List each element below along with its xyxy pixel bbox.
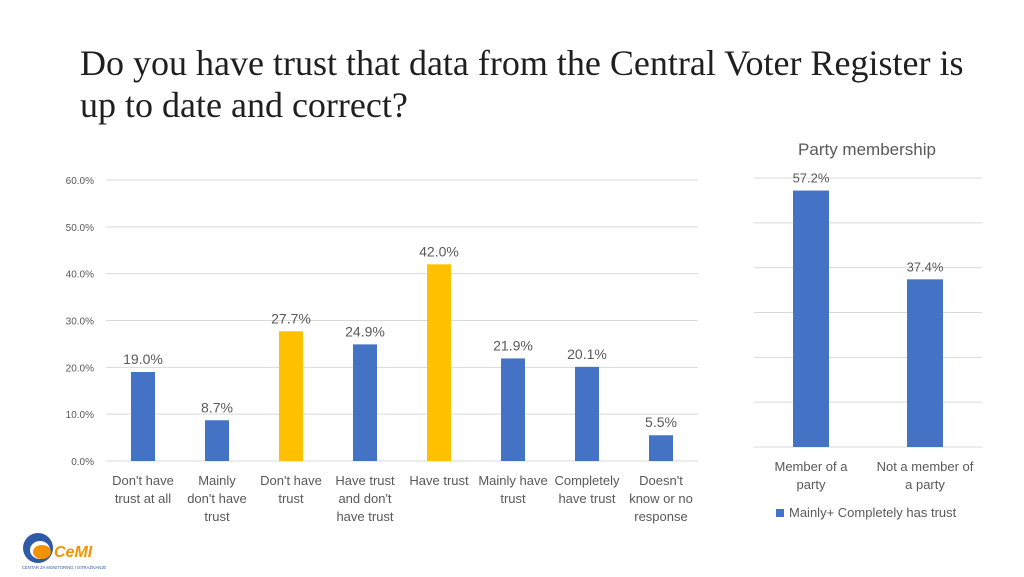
party-membership-chart: Party membership 57.2% Member of a party 37… [754, 140, 982, 520]
y-tick-label: 60.0% [66, 176, 94, 187]
bar [427, 264, 451, 461]
x-tick-label: have trust [336, 509, 393, 524]
data-label: 8.7% [201, 399, 233, 415]
cemi-logo: CeMI CENTAR ZA MONITORING I ISTRAŽIVANJE [20, 528, 130, 572]
y-tick-label: 30.0% [66, 317, 94, 328]
x-tick-label: Not a member of [877, 459, 974, 474]
x-tick-label: have trust [558, 491, 615, 506]
data-label: 57.2% [793, 171, 830, 186]
trust-bar-chart: 0.0% 10.0% 20.0% 30.0% 40.0% 50.0% 60.0% 19.0% D… [66, 176, 698, 524]
x-tick-label: trust [500, 491, 526, 506]
x-tick-label: know or no [629, 491, 693, 506]
x-tick-label: Mainly have [478, 473, 547, 488]
x-tick-label: Have trust [409, 473, 469, 488]
x-tick-label: trust [204, 509, 230, 524]
x-tick-label: Member of a [775, 459, 849, 474]
data-label: 27.7% [271, 310, 311, 326]
y-tick-label: 40.0% [66, 270, 94, 281]
bar [501, 358, 525, 461]
x-tick-label: trust at all [115, 491, 171, 506]
x-tick-label: Don't have [260, 473, 322, 488]
data-label: 24.9% [345, 323, 385, 339]
data-label: 21.9% [493, 337, 533, 353]
x-tick-label: and don't [338, 491, 391, 506]
bar [793, 190, 829, 447]
y-tick-label: 50.0% [66, 223, 94, 234]
x-tick-label: Mainly [198, 473, 236, 488]
data-label: 19.0% [123, 351, 163, 367]
x-tick-label: Doesn't [639, 473, 683, 488]
x-tick-label: Completely [554, 473, 620, 488]
x-tick-label: Don't have [112, 473, 174, 488]
bar [131, 372, 155, 461]
x-tick-label: trust [278, 491, 304, 506]
x-tick-label: Have trust [335, 473, 395, 488]
party-chart-title: Party membership [798, 140, 936, 159]
x-tick-label: party [797, 477, 826, 492]
y-tick-label: 10.0% [66, 410, 94, 421]
legend-label: Mainly+ Completely has trust [789, 505, 957, 520]
x-tick-label: response [634, 509, 687, 524]
bar [353, 344, 377, 461]
data-label: 5.5% [645, 414, 677, 430]
data-label: 20.1% [567, 346, 607, 362]
slide-title: Do you have trust that data from the Cen… [80, 43, 964, 125]
x-tick-label: don't have [187, 491, 247, 506]
x-tick-label: a party [905, 477, 945, 492]
legend-swatch [776, 509, 784, 517]
data-label: 37.4% [907, 259, 944, 274]
svg-text:CeMI: CeMI [54, 544, 93, 561]
svg-text:CENTAR ZA MONITORING I ISTRAŽI: CENTAR ZA MONITORING I ISTRAŽIVANJE [22, 565, 106, 570]
y-tick-label: 0.0% [71, 457, 94, 468]
y-tick-label: 20.0% [66, 363, 94, 374]
data-label: 42.0% [419, 243, 459, 259]
bar [907, 279, 943, 447]
bar [205, 420, 229, 461]
bar [649, 435, 673, 461]
bar [279, 331, 303, 461]
bar [575, 366, 599, 461]
